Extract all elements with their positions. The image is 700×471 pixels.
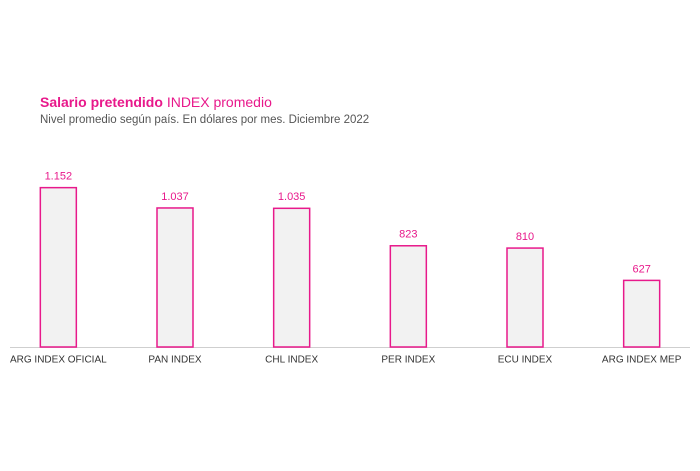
bar (272, 207, 311, 348)
x-tick-label: PER INDEX (381, 355, 435, 366)
value-label: 1.037 (161, 191, 189, 203)
title-rest: INDEX promedio (167, 94, 272, 110)
bar (389, 245, 428, 348)
value-label: 1.152 (45, 171, 73, 183)
value-label: 1.035 (278, 191, 306, 203)
title-bold: Salario pretendido (40, 94, 163, 110)
chart-title: Salario pretendido INDEX promedio (40, 94, 272, 110)
x-tick-label: PAN INDEX (148, 355, 201, 366)
bar (156, 207, 194, 348)
x-tick-label: CHL INDEX (265, 355, 318, 366)
value-label: 627 (632, 263, 650, 275)
x-tick-label: ECU INDEX (498, 355, 553, 366)
bar (622, 279, 661, 348)
value-label: 810 (516, 231, 534, 243)
bar (506, 247, 544, 348)
x-tick-label: ARG INDEX OFICIAL (10, 355, 107, 366)
x-tick-label: ARG INDEX MEP (602, 355, 682, 366)
value-label: 823 (399, 229, 417, 241)
bar (39, 186, 78, 348)
chart-subtitle: Nivel promedio según país. En dólares po… (40, 114, 369, 126)
